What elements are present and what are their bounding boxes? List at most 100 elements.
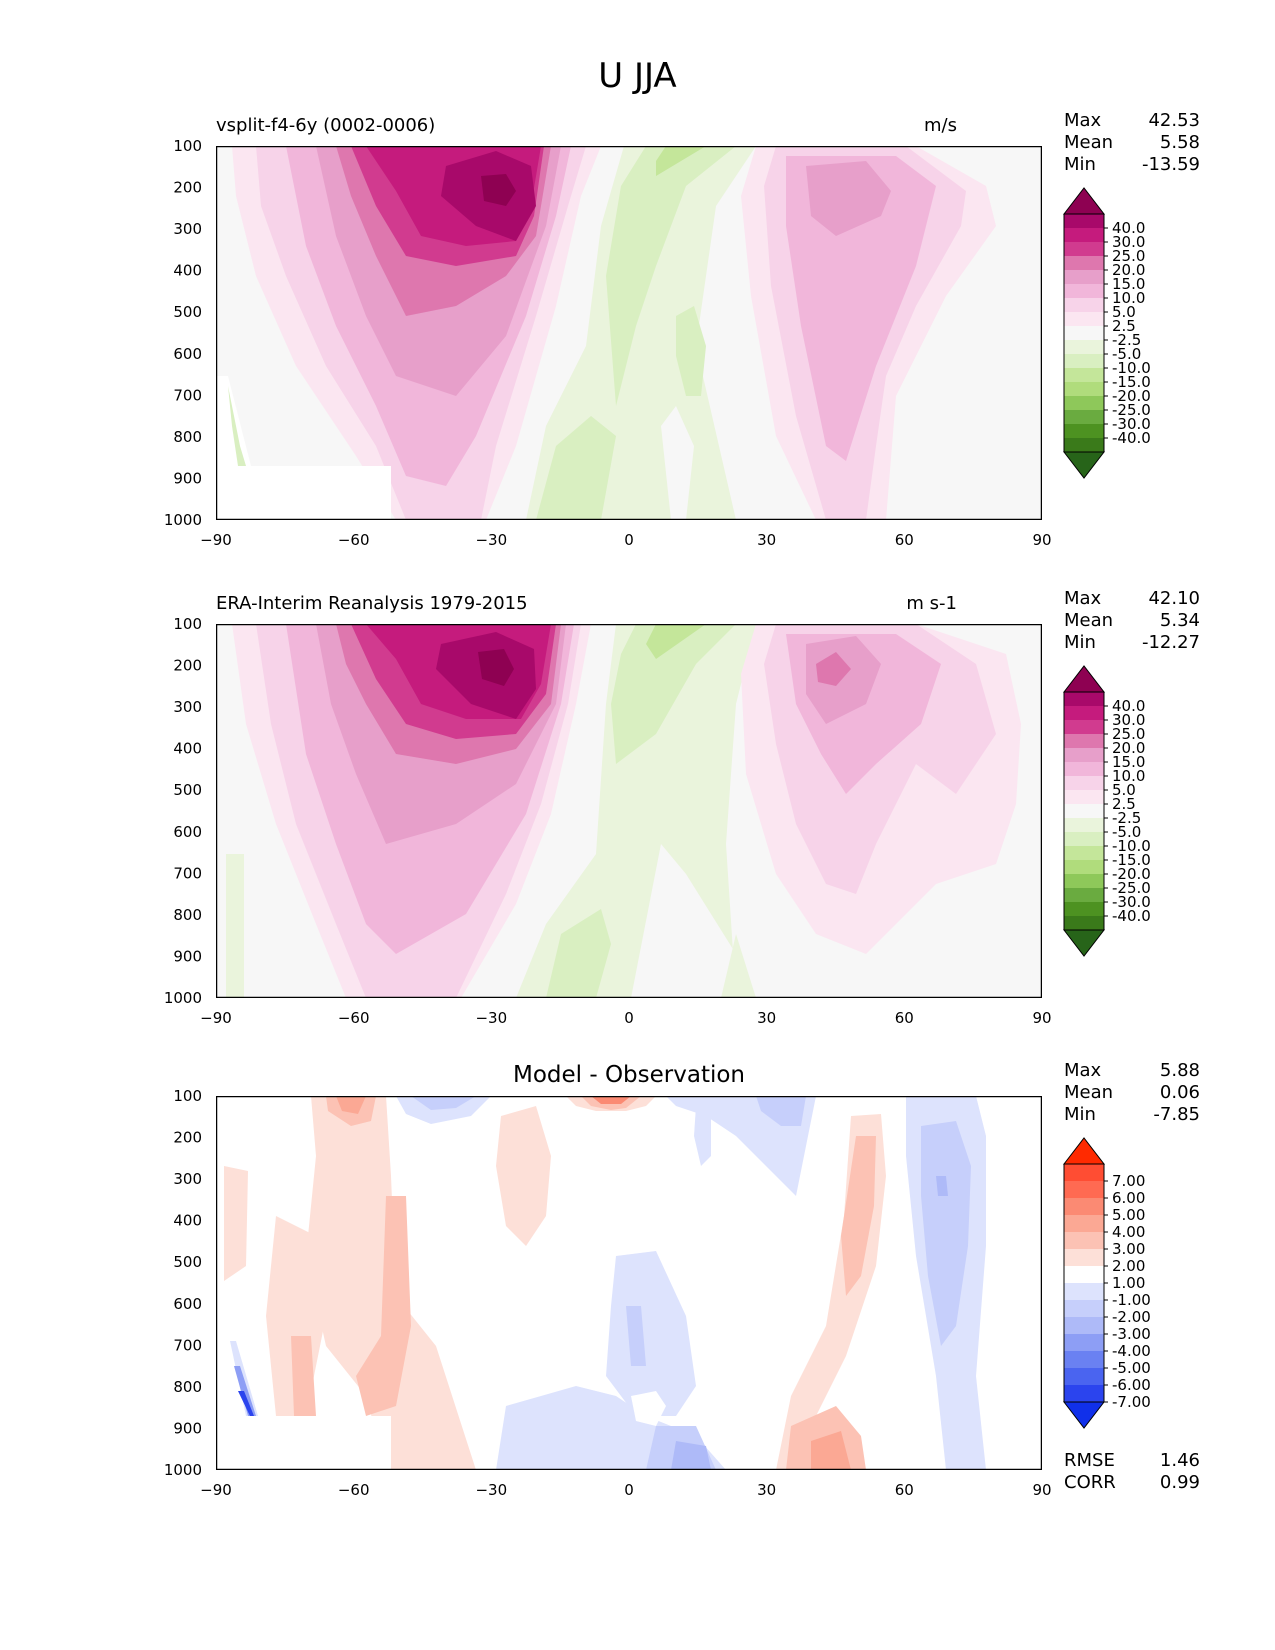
colorbar-swatch <box>1064 734 1104 749</box>
colorbar-swatch <box>1064 1181 1104 1199</box>
y-tick-label: 300 <box>173 220 202 238</box>
model-axes: 100 200 300 400 500 600 700 800 900 1000… <box>164 137 1052 549</box>
colorbar-label: -2.5 <box>1112 809 1141 827</box>
colorbar-swatch <box>1064 1232 1104 1250</box>
colorbar-extend-top <box>1062 187 1106 215</box>
stat-value: 5.34 <box>1159 610 1200 631</box>
x-tick-label: −60 <box>338 1009 370 1027</box>
obs-panel: ERA-Interim Reanalysis 1979-2015 m s-1 M… <box>0 588 1275 1094</box>
stat-value: 5.88 <box>1159 1060 1200 1081</box>
y-tick-label: 500 <box>173 303 202 321</box>
colorbar-label: 2.5 <box>1112 795 1136 813</box>
colorbar-label: -2.5 <box>1112 331 1141 349</box>
colorbar-label: 10.0 <box>1112 767 1145 785</box>
colorbar-label: 20.0 <box>1112 261 1145 279</box>
colorbar-label: -15.0 <box>1112 373 1151 391</box>
colorbar-label: -25.0 <box>1112 401 1151 419</box>
colorbar-label: -7.00 <box>1112 1393 1151 1411</box>
model-stats: Max 42.53 Mean 5.58 Min -13.59 <box>1064 110 1200 176</box>
colorbar-swatch <box>1064 804 1104 819</box>
y-tick-label: 400 <box>173 262 202 280</box>
colorbar-swatch <box>1064 706 1104 721</box>
colorbar-label: -40.0 <box>1112 429 1151 447</box>
colorbar-swatch <box>1064 396 1104 411</box>
stat-value: 42.53 <box>1148 110 1200 131</box>
y-tick-label: 600 <box>173 345 202 363</box>
colorbar-swatch <box>1064 382 1104 397</box>
y-tick-label: 1000 <box>164 511 202 529</box>
colorbar-swatch <box>1064 1300 1104 1318</box>
colorbar-swatch <box>1064 874 1104 889</box>
diff-stats: Max 5.88 Mean 0.06 Min -7.85 <box>1064 1060 1200 1126</box>
colorbar-label: -5.0 <box>1112 823 1141 841</box>
y-tick-label: 200 <box>173 1129 202 1147</box>
colorbar-swatch <box>1064 1385 1104 1403</box>
colorbar-label: 4.00 <box>1112 1223 1145 1241</box>
colorbar-swatch <box>1064 1249 1104 1267</box>
x-tick-label: −60 <box>338 1481 370 1499</box>
model-contour-plot <box>216 146 1042 520</box>
colorbar-label: -20.0 <box>1112 865 1151 883</box>
colorbar-label: 40.0 <box>1112 219 1145 237</box>
stat-label: Mean <box>1064 610 1114 631</box>
stat-value: -12.27 <box>1141 632 1200 653</box>
stat-label: Min <box>1064 632 1096 653</box>
colorbar-swatch <box>1064 776 1104 791</box>
colorbar-label: 40.0 <box>1112 697 1145 715</box>
colorbar-swatch <box>1064 340 1104 355</box>
stat-label: RMSE <box>1064 1450 1115 1471</box>
diff-contour-plot <box>216 1096 1042 1470</box>
x-tick-label: −30 <box>475 531 507 549</box>
stat-value: 5.58 <box>1159 132 1200 153</box>
x-tick-label: 30 <box>757 1009 776 1027</box>
colorbar-swatch <box>1064 354 1104 369</box>
colorbar-label: 1.00 <box>1112 1274 1145 1292</box>
y-tick-label: 100 <box>173 137 202 155</box>
colorbar-extend-bottom <box>1062 1401 1106 1429</box>
y-tick-label: 300 <box>173 698 202 716</box>
colorbar-label: -4.00 <box>1112 1342 1151 1360</box>
model-panel-title: vsplit-f4-6y (0002-0006) <box>216 115 436 136</box>
colorbar-swatch <box>1064 902 1104 917</box>
x-tick-label: 0 <box>624 1009 634 1027</box>
colorbar-label: 25.0 <box>1112 247 1145 265</box>
y-tick-label: 900 <box>173 469 202 487</box>
colorbar-swatch <box>1064 1198 1104 1216</box>
colorbar-label: 5.00 <box>1112 1206 1145 1224</box>
colorbar-label: 20.0 <box>1112 739 1145 757</box>
x-tick-label: −30 <box>475 1009 507 1027</box>
colorbar-swatch <box>1064 846 1104 861</box>
x-tick-label: −90 <box>200 1481 232 1499</box>
colorbar-swatch <box>1064 214 1104 229</box>
stat-value: -13.59 <box>1141 154 1200 175</box>
colorbar-label: -30.0 <box>1112 415 1151 433</box>
colorbar-swatch <box>1064 368 1104 383</box>
y-tick-label: 600 <box>173 1295 202 1313</box>
stat-label: Min <box>1064 154 1096 175</box>
colorbar-extend-bottom <box>1062 451 1106 479</box>
colorbar-swatch <box>1064 832 1104 847</box>
obs-contour-plot <box>216 624 1042 998</box>
colorbar-swatch <box>1064 438 1104 453</box>
y-tick-label: 1000 <box>164 989 202 1007</box>
colorbar-label: -40.0 <box>1112 907 1151 925</box>
y-tick-label: 900 <box>173 1419 202 1437</box>
y-tick-label: 200 <box>173 657 202 675</box>
x-tick-label: 30 <box>757 531 776 549</box>
obs-units: m s-1 <box>906 593 957 614</box>
colorbar-extend-top <box>1062 665 1106 693</box>
colorbar-label: -10.0 <box>1112 837 1151 855</box>
colorbar-swatch <box>1064 720 1104 735</box>
y-tick-label: 100 <box>173 1087 202 1105</box>
obs-stats: Max 42.10 Mean 5.34 Min -12.27 <box>1064 588 1200 654</box>
x-tick-label: 0 <box>624 531 634 549</box>
colorbar-label: 7.00 <box>1112 1172 1145 1190</box>
x-tick-label: −90 <box>200 531 232 549</box>
y-tick-label: 500 <box>173 781 202 799</box>
y-tick-label: 800 <box>173 906 202 924</box>
colorbar-swatch <box>1064 326 1104 341</box>
colorbar-label: 25.0 <box>1112 725 1145 743</box>
y-tick-label: 400 <box>173 740 202 758</box>
stat-value: -7.85 <box>1153 1104 1200 1125</box>
colorbar-label: 30.0 <box>1112 711 1145 729</box>
